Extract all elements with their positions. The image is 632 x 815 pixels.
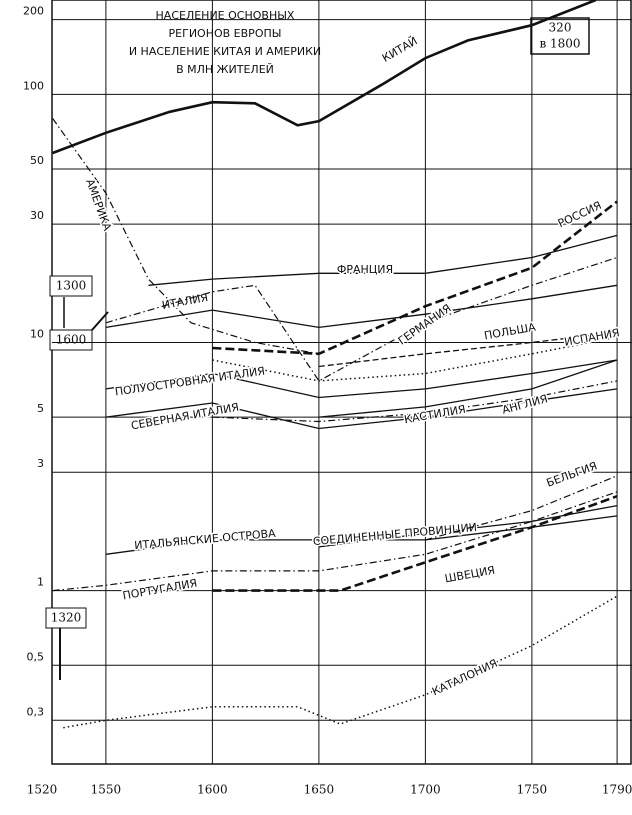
y-tick-label: 200 — [23, 5, 44, 18]
series-line — [63, 595, 618, 729]
series-label: СОЕДИНЕННЫЕ ПРОВИНЦИИ — [312, 521, 477, 548]
series-line — [212, 200, 618, 356]
series-line — [105, 284, 618, 329]
series-label: ПОРТУГАЛИЯ — [122, 577, 198, 603]
x-tick-label: 1600 — [197, 783, 228, 797]
series-label: ФРАНЦИЯ — [337, 263, 393, 276]
annotation: 1320 — [51, 611, 82, 625]
series-label: ИСПАНИЯ — [563, 326, 620, 349]
y-tick-label: 50 — [30, 154, 44, 167]
series-label: ПОЛУОСТРОВНАЯ ИТАЛИЯ — [114, 365, 266, 399]
x-tick-label: 1550 — [91, 783, 122, 797]
annotation: 1300 — [56, 279, 87, 293]
series-line — [318, 504, 618, 548]
note-box — [49, 329, 93, 351]
note-box — [530, 17, 590, 55]
note-box — [49, 275, 93, 297]
series-line — [148, 234, 618, 286]
series-line — [212, 494, 618, 592]
arrow — [91, 311, 109, 331]
series-line — [52, 491, 618, 592]
chart-title: РЕГИОНОВ ЕВРОПЫ — [169, 27, 282, 40]
series-line — [318, 359, 618, 418]
chart-title: НАСЕЛЕНИЕ ОСНОВНЫХ — [156, 9, 295, 22]
series-label: ИТАЛЬЯНСКИЕ ОСТРОВА — [134, 527, 277, 552]
series-label: СЕВЕРНАЯ ИТАЛИЯ — [130, 401, 240, 433]
chart-title: В МЛН ЖИТЕЛЕЙ — [176, 63, 274, 76]
series-line — [318, 331, 618, 368]
series-label: КИТАЙ — [380, 34, 420, 65]
series-label: ШВЕЦИЯ — [444, 564, 496, 586]
series-line — [105, 256, 618, 382]
y-tick-label: 1 — [37, 576, 44, 589]
note-box — [45, 607, 87, 629]
plot-frame — [51, 0, 632, 765]
series-line — [105, 388, 618, 430]
y-tick-label: 30 — [30, 209, 44, 222]
x-tick-label: 1790 — [602, 783, 632, 797]
series-label: БЕЛЬГИЯ — [545, 459, 599, 489]
annotation: в 1800 — [539, 37, 580, 51]
x-tick-label: 1520 — [27, 783, 58, 797]
x-tick-label: 1750 — [517, 783, 548, 797]
series-label: АМЕРИКА — [83, 177, 114, 233]
series-line — [52, 0, 597, 155]
annotation: 1600 — [56, 333, 87, 347]
series-label: РОССИЯ — [556, 199, 604, 230]
series-line — [212, 336, 618, 382]
y-tick-label: 100 — [23, 79, 44, 92]
y-tick-label: 0,3 — [27, 705, 45, 718]
series-label: ГЕРМАНИЯ — [396, 302, 454, 348]
series-label: ИТАЛИЯ — [161, 291, 209, 312]
series-line — [105, 359, 618, 399]
series-label: АНГЛИЯ — [501, 392, 549, 417]
y-tick-label: 10 — [30, 327, 44, 340]
series-line — [212, 380, 618, 423]
series-label: КАТАЛОНИЯ — [430, 657, 500, 699]
x-tick-label: 1700 — [410, 783, 441, 797]
y-tick-label: 3 — [37, 457, 44, 470]
y-tick-label: 0,5 — [27, 650, 45, 663]
annotation: 320 — [549, 21, 572, 35]
series-line — [52, 118, 320, 355]
x-tick-label: 1650 — [304, 783, 335, 797]
series-label: КАСТИЛИЯ — [403, 403, 466, 427]
series-label: ПОЛЬША — [483, 321, 537, 343]
y-tick-label: 5 — [37, 402, 44, 415]
chart-title: И НАСЕЛЕНИЕ КИТАЯ И АМЕРИКИ — [129, 45, 321, 58]
